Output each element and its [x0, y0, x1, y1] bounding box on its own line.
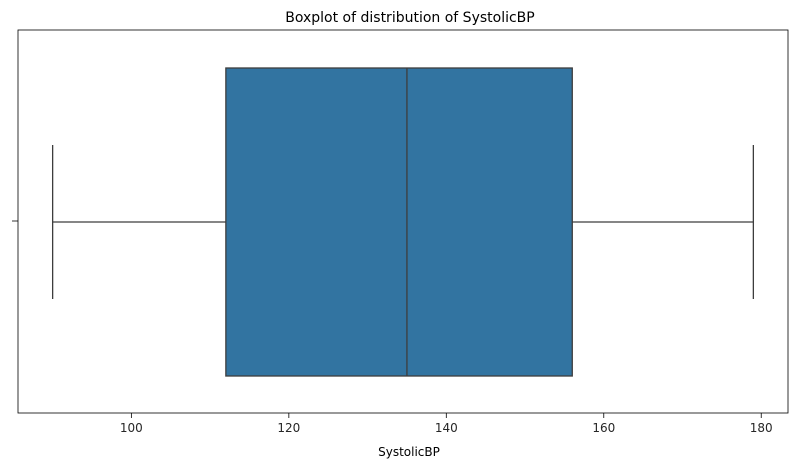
plot-area-frame [17, 29, 789, 414]
x-tick-label: 180 [750, 421, 773, 435]
x-tick-label: 140 [435, 421, 458, 435]
x-axis-ticks: 100 120 140 160 180 [120, 413, 773, 435]
x-axis-label: SystolicBP [378, 445, 440, 459]
chart-title: Boxplot of distribution of SystolicBP [285, 10, 534, 26]
iqr-box [225, 67, 573, 377]
x-tick-label: 120 [277, 421, 300, 435]
x-tick-label: 100 [120, 421, 143, 435]
x-tick-label: 160 [592, 421, 615, 435]
box-group [51, 67, 755, 377]
